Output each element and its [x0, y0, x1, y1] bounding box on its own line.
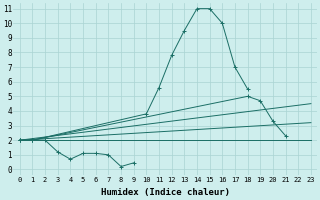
X-axis label: Humidex (Indice chaleur): Humidex (Indice chaleur) — [101, 188, 230, 197]
